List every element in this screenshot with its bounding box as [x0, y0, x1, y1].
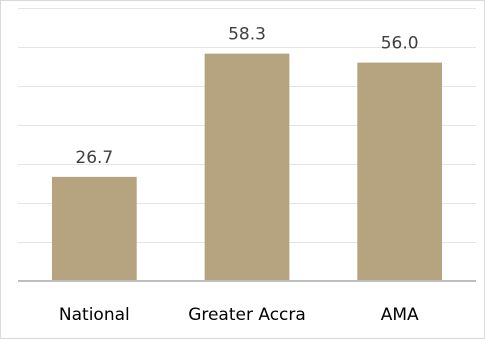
bar-value-label: 56.0 — [381, 34, 419, 54]
bar — [357, 62, 443, 281]
bar — [204, 53, 290, 281]
bar-value-label: 58.3 — [228, 25, 266, 45]
x-tick-label: National — [59, 305, 130, 325]
bars — [51, 53, 443, 281]
x-tick-label: AMA — [381, 305, 419, 325]
bar — [51, 176, 137, 281]
x-tick-labels: National Greater Accra AMA — [59, 305, 419, 325]
data-labels: 26.7 58.3 56.0 — [75, 25, 418, 168]
x-tick-label: Greater Accra — [188, 305, 306, 325]
bar-value-label: 26.7 — [75, 148, 113, 168]
